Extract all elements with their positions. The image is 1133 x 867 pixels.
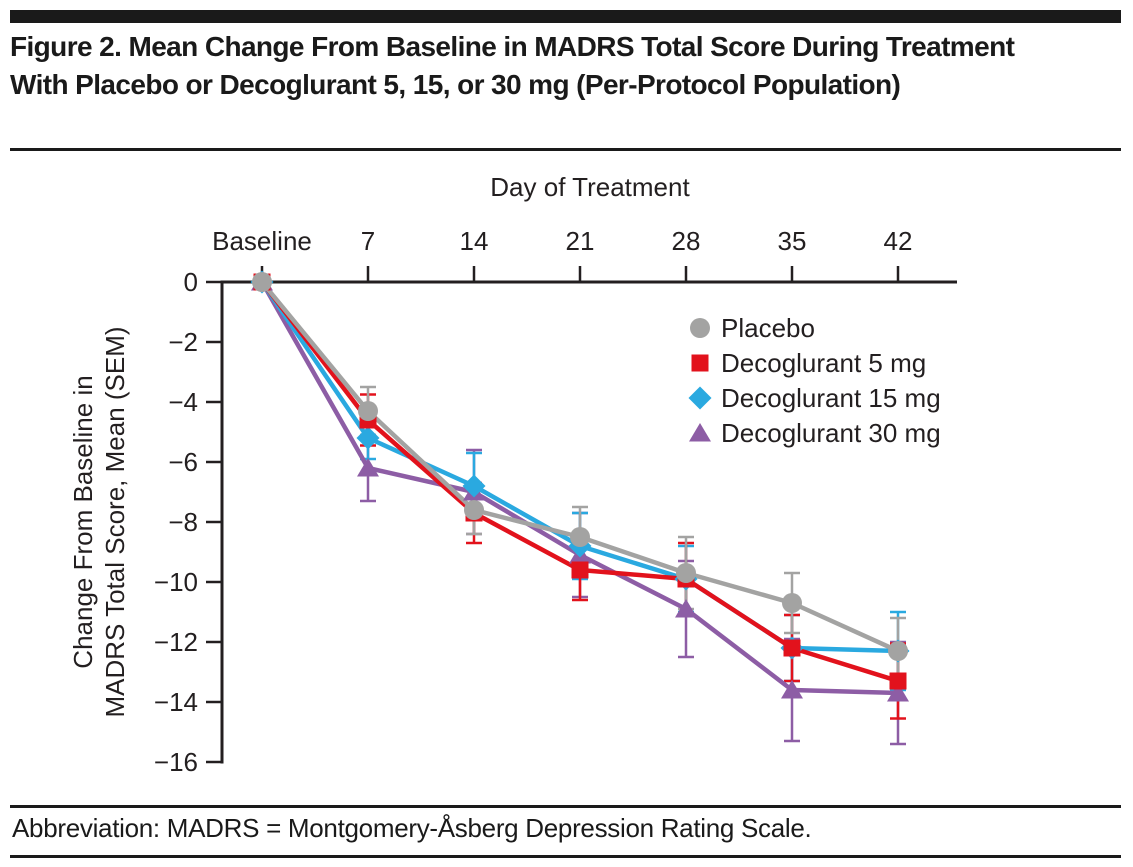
footnote-divider-top xyxy=(10,805,1121,808)
axes: Day of Treatment Baseline 7 14 21 28 35 42 0 −2 −4… xyxy=(68,172,957,777)
marker-circle-icon xyxy=(676,563,696,583)
marker-circle-icon xyxy=(252,272,272,292)
marker-triangle-icon xyxy=(689,423,711,442)
marker-triangle-icon xyxy=(887,683,909,702)
series-line-decoglurant-30-mg xyxy=(260,280,899,696)
marker-square-icon xyxy=(571,561,589,579)
y-axis-title-line: MADRS Total Score, Mean (SEM) xyxy=(100,326,130,717)
legend-label: Decoglurant 30 mg xyxy=(721,418,941,448)
y-tick-label: 0 xyxy=(184,267,198,297)
y-tick-label: −16 xyxy=(154,747,198,777)
series-markers-placebo xyxy=(252,272,908,661)
marker-square-icon xyxy=(691,354,709,372)
marker-triangle-icon xyxy=(357,458,379,477)
madrs-line-chart: Day of Treatment Baseline 7 14 21 28 35 42 0 −2 −4… xyxy=(68,172,957,777)
x-axis-title: Day of Treatment xyxy=(490,172,690,202)
x-tick-label: 7 xyxy=(361,226,375,256)
marker-square-icon xyxy=(783,639,801,657)
top-rule xyxy=(10,10,1121,23)
x-tick-label: 35 xyxy=(778,226,807,256)
marker-diamond-icon xyxy=(688,386,712,410)
y-tick-label: −2 xyxy=(168,327,198,357)
x-tick-label: 42 xyxy=(884,226,913,256)
legend-item-decoglurant-15-mg: Decoglurant 15 mg xyxy=(688,383,941,413)
y-tick-label: −10 xyxy=(154,567,198,597)
marker-triangle-icon xyxy=(781,680,803,699)
title-divider xyxy=(10,148,1121,151)
legend-item-placebo: Placebo xyxy=(690,313,815,343)
abbreviation-note: Abbreviation: MADRS = Montgomery-Åsberg … xyxy=(12,813,812,843)
x-tick-label: 21 xyxy=(566,226,595,256)
marker-circle-icon xyxy=(358,401,378,421)
figure-title: Figure 2. Mean Change From Baseline in M… xyxy=(10,31,1015,100)
legend-label: Decoglurant 15 mg xyxy=(721,383,941,413)
legend: Placebo Decoglurant 5 mg Decoglurant 15 mg… xyxy=(688,313,941,448)
y-tick-label: −8 xyxy=(168,507,198,537)
legend-label: Decoglurant 5 mg xyxy=(721,348,926,378)
x-tick-label: 14 xyxy=(460,226,489,256)
y-tick-label: −4 xyxy=(168,387,198,417)
marker-circle-icon xyxy=(888,641,908,661)
marker-square-icon xyxy=(889,672,907,690)
legend-item-decoglurant-5-mg: Decoglurant 5 mg xyxy=(691,348,926,378)
legend-label: Placebo xyxy=(721,313,815,343)
footnote-divider-bottom xyxy=(10,855,1121,858)
marker-diamond-icon xyxy=(462,474,486,498)
marker-circle-icon xyxy=(464,500,484,520)
legend-item-decoglurant-30-mg: Decoglurant 30 mg xyxy=(689,418,941,448)
y-tick-label: −14 xyxy=(154,687,198,717)
y-tick-label: −12 xyxy=(154,627,198,657)
marker-triangle-icon xyxy=(675,599,697,618)
y-axis-title-line: Change From Baseline in xyxy=(68,375,98,668)
marker-circle-icon xyxy=(690,318,710,338)
y-tick-label: −6 xyxy=(168,447,198,477)
x-tick-label: 28 xyxy=(672,226,701,256)
x-tick-label: Baseline xyxy=(212,226,312,256)
marker-circle-icon xyxy=(782,593,802,613)
marker-diamond-icon xyxy=(356,426,380,450)
marker-circle-icon xyxy=(570,527,590,547)
